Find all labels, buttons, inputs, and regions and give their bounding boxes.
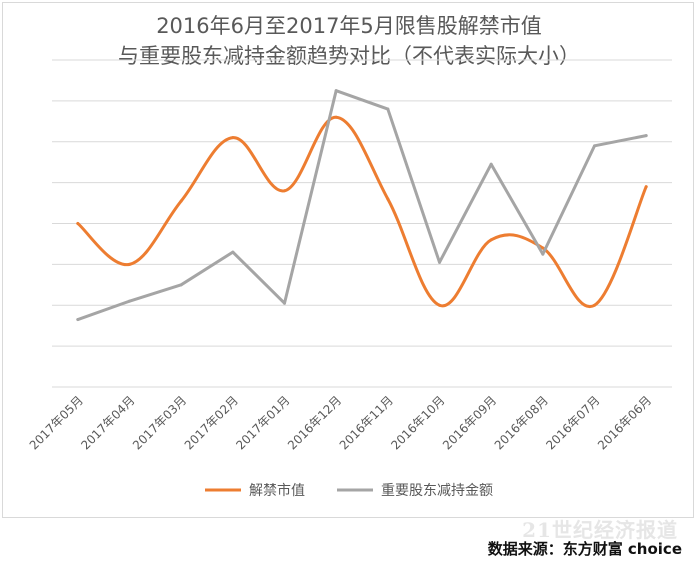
data-point: [283, 301, 286, 305]
data-point: [231, 250, 235, 254]
data-source: 数据来源：东方财富 choice: [487, 540, 682, 558]
data-point: [541, 246, 545, 250]
legend-item-1: 解禁市值: [205, 482, 305, 499]
series-line-1: [76, 115, 648, 309]
chart-title-line2: 与重要股东减持金额趋势对比（不代表实际大小）: [118, 44, 580, 68]
data-point: [593, 144, 596, 148]
x-tick-label: 2017年02月: [182, 393, 241, 452]
series-line-2: [76, 89, 648, 322]
data-point: [231, 136, 235, 140]
x-tick-label: 2017年05月: [27, 393, 86, 452]
gridlines: [52, 59, 672, 347]
data-point: [128, 262, 131, 266]
data-point: [438, 260, 441, 264]
data-point: [489, 238, 493, 242]
legend-item-2: 重要股东减持金额: [337, 483, 493, 499]
data-point: [644, 185, 648, 189]
data-point: [489, 162, 493, 166]
data-point: [644, 134, 648, 138]
data-point: [438, 303, 441, 307]
x-tick-label: 2016年11月: [337, 393, 396, 452]
x-tick-label: 2017年03月: [130, 393, 189, 452]
chart-frame: 2016年6月至2017年5月限售股解禁市值 与重要股东减持金额趋势对比（不代表…: [2, 2, 694, 518]
data-point: [593, 303, 596, 307]
data-point: [386, 197, 390, 201]
data-point: [541, 252, 545, 256]
series-points-2: [76, 89, 648, 322]
x-tick-label: 2016年06月: [595, 393, 654, 452]
data-point: [386, 107, 390, 111]
x-tick-label: 2016年09月: [440, 393, 499, 452]
chart-title-line1: 2016年6月至2017年5月限售股解禁市值: [156, 14, 542, 38]
x-tick-label: 2017年04月: [78, 393, 137, 452]
legend: 解禁市值 重要股东减持金额: [205, 482, 493, 499]
data-point: [179, 199, 183, 203]
data-point: [334, 115, 338, 119]
x-tick-label: 2016年10月: [388, 393, 447, 452]
watermark: 21世纪经济报道: [522, 518, 678, 542]
legend-label: 重要股东减持金额: [381, 483, 493, 499]
x-tick-label: 2017年01月: [233, 393, 292, 452]
x-tick-label: 2016年07月: [543, 393, 602, 452]
data-point: [334, 89, 338, 93]
series-points-1: [76, 115, 648, 307]
data-point: [179, 283, 183, 287]
chart-title: 2016年6月至2017年5月限售股解禁市值 与重要股东减持金额趋势对比（不代表…: [3, 11, 695, 71]
legend-label: 解禁市值: [249, 482, 305, 499]
data-point: [76, 222, 80, 225]
x-tick-labels: 2017年05月2017年04月2017年03月2017年02月2017年01月…: [27, 393, 655, 452]
data-point: [283, 189, 286, 193]
x-tick-label: 2016年08月: [492, 393, 551, 452]
x-tick-label: 2016年12月: [285, 393, 344, 452]
line-chart: 2017年05月2017年04月2017年03月2017年02月2017年01月…: [27, 59, 672, 499]
data-point: [76, 318, 80, 322]
data-point: [128, 299, 131, 303]
